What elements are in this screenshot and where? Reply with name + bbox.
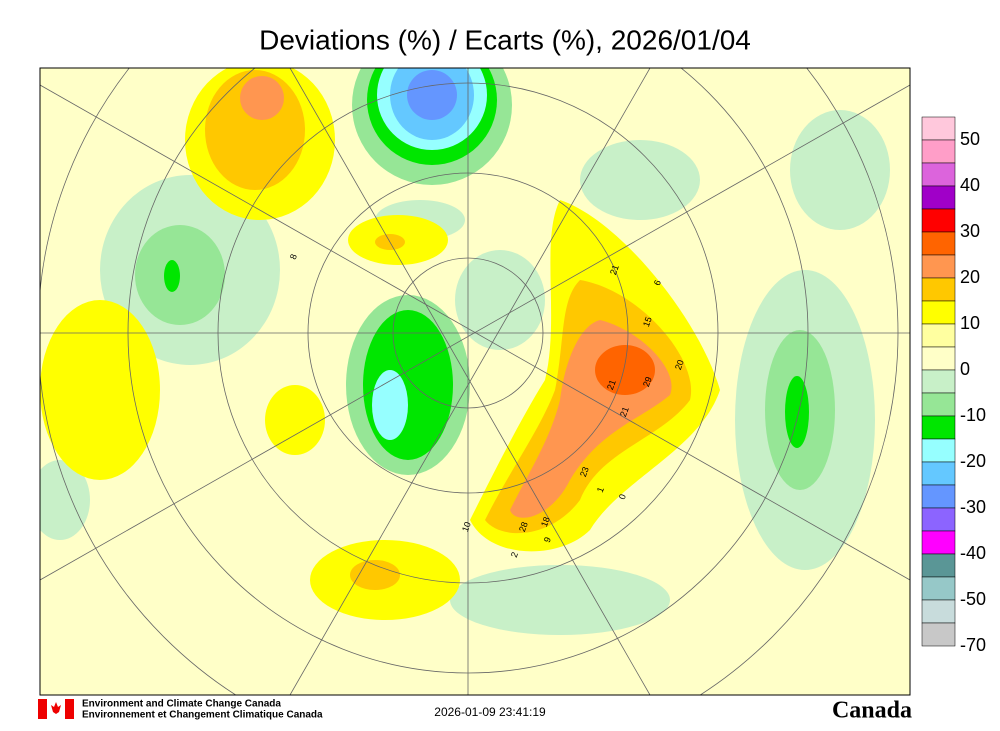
colorbar-label: 10 — [960, 313, 980, 333]
colorbar-swatch — [921, 185, 956, 210]
colorbar-swatch — [921, 576, 956, 601]
flag-band — [65, 699, 74, 719]
station-label: 2 — [509, 551, 520, 559]
colorbar-label: 40 — [960, 175, 980, 195]
station-label: 10 — [460, 520, 473, 533]
station-label: 0 — [617, 493, 628, 501]
agency-fr: Environnement et Changement Climatique C… — [82, 710, 323, 721]
footer: Environment and Climate Change Canada En… — [38, 698, 912, 724]
colorbar-label: -10 — [960, 405, 986, 425]
colorbar-swatch — [921, 116, 956, 141]
map-frame — [39, 67, 911, 696]
colorbar-swatch — [921, 300, 956, 325]
colorbar-swatch — [921, 438, 956, 463]
colorbar-label: 20 — [960, 267, 980, 287]
station-label: 21 — [605, 378, 618, 391]
colorbar-swatch — [921, 277, 956, 302]
colorbar-swatch — [921, 208, 956, 233]
colorbar-label: 50 — [960, 129, 980, 149]
station-label: 28 — [517, 520, 530, 533]
colorbar-swatch — [921, 369, 956, 394]
colorbar-swatch — [921, 622, 956, 647]
station-label: 9 — [542, 536, 553, 544]
colorbar-swatch — [921, 139, 956, 164]
timestamp: 2026-01-09 23:41:19 — [434, 705, 546, 719]
colorbar-swatch — [921, 415, 956, 440]
colorbar-swatch — [921, 484, 956, 509]
colorbar-swatch — [921, 162, 956, 187]
station-label: 6 — [652, 279, 663, 287]
colorbar-swatch — [921, 599, 956, 624]
colorbar-label: -70 — [960, 635, 986, 655]
colorbar-swatch — [921, 392, 956, 417]
flag-band — [38, 699, 47, 719]
station-label: 21 — [618, 405, 631, 418]
colorbar-label: 0 — [960, 359, 970, 379]
colorbar-swatch — [921, 553, 956, 578]
colorbar-swatch — [921, 507, 956, 532]
agency-en: Environment and Climate Change Canada — [82, 699, 281, 710]
colorbar-label: -50 — [960, 589, 986, 609]
colorbar-swatch — [921, 323, 956, 348]
station-label: 29 — [641, 375, 654, 388]
map — [40, 68, 910, 695]
station-label: 23 — [578, 465, 591, 478]
colorbar-label: -30 — [960, 497, 986, 517]
station-label: 8 — [288, 253, 299, 261]
station-label: 21 — [608, 263, 621, 276]
colorbar: 50 40 30 20 10 0 -10 -20 -30 -40 -50 -70 — [921, 116, 986, 655]
flag-leaf — [51, 702, 61, 714]
station-label: 18 — [539, 515, 552, 528]
station-label: 1 — [595, 486, 606, 494]
station-label: 20 — [673, 358, 686, 371]
colorbar-label: -40 — [960, 543, 986, 563]
colorbar-swatch — [921, 254, 956, 279]
colorbar-label: -20 — [960, 451, 986, 471]
station-label: 15 — [641, 315, 654, 328]
colorbar-swatch — [921, 346, 956, 371]
wordmark: Canada — [832, 698, 912, 724]
map-title: Deviations (%) / Ecarts (%), 2026/01/04 — [259, 24, 751, 55]
colorbar-label: 30 — [960, 221, 980, 241]
colorbar-swatch — [921, 461, 956, 486]
colorbar-swatch — [921, 231, 956, 256]
colorbar-swatch — [921, 530, 956, 555]
